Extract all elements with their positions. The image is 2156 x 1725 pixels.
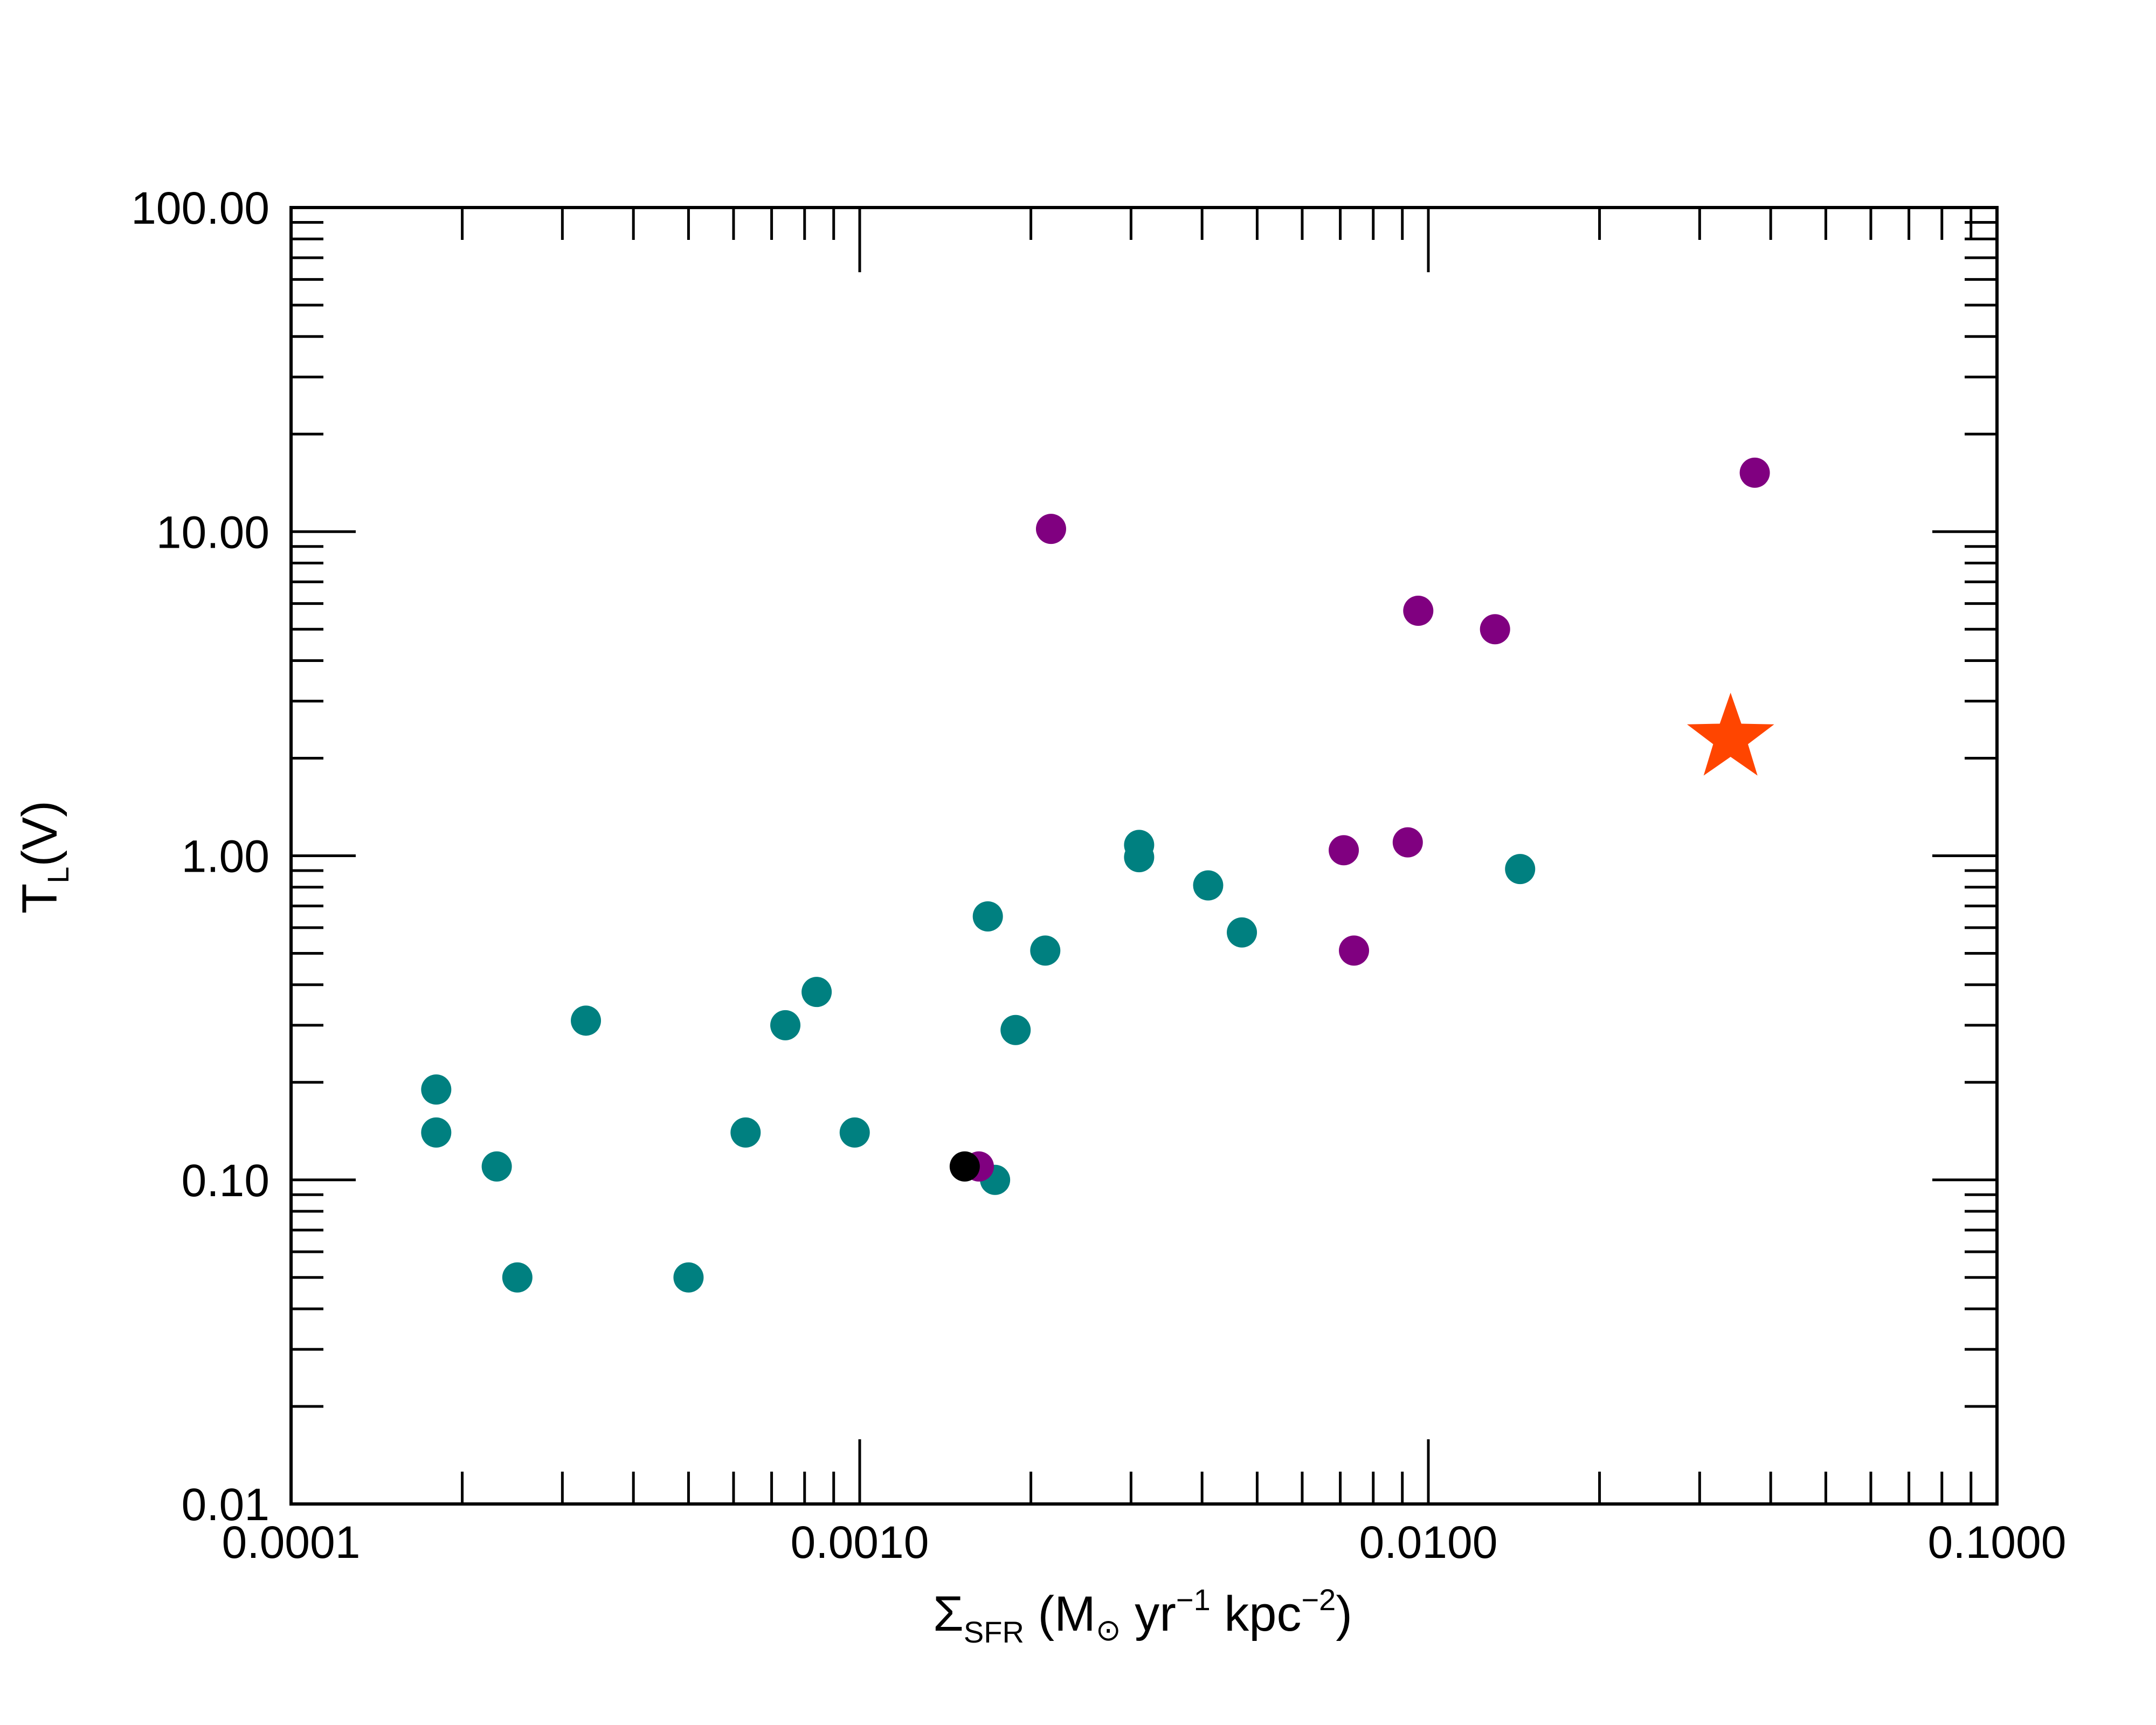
data-point	[801, 977, 832, 1008]
data-point	[972, 901, 1003, 932]
data-point	[1505, 854, 1536, 885]
data-point	[481, 1151, 512, 1182]
x-tick-label: 0.0001	[222, 1517, 361, 1568]
data-point	[1329, 835, 1359, 866]
data-point	[421, 1074, 452, 1105]
data-point	[839, 1117, 870, 1148]
x-tick-label: 0.0100	[1359, 1517, 1498, 1568]
data-point	[1030, 935, 1061, 966]
data-point	[421, 1117, 452, 1148]
y-tick-label: 1.00	[182, 831, 270, 882]
data-point	[571, 1005, 602, 1036]
data-point-star	[1687, 693, 1774, 776]
data-point	[1000, 1015, 1031, 1045]
tick-labels: 0.0001 0.0010 0.0100 0.1000 0.01 0.10 1.00 10.0…	[131, 183, 2066, 1568]
x-tick-label: 0.1000	[1928, 1517, 2067, 1568]
plot-frame	[289, 206, 1999, 1506]
y-axis-label: TL(V)	[12, 801, 75, 914]
data-point	[1480, 614, 1510, 645]
y-tick-label: 10.00	[156, 507, 270, 557]
data-point	[1403, 596, 1434, 626]
data-point	[1227, 917, 1257, 948]
data-point	[1124, 842, 1155, 873]
data-point	[770, 1010, 801, 1040]
y-tick-label: 0.01	[182, 1479, 270, 1530]
data-point	[673, 1262, 704, 1293]
data-point	[1392, 827, 1423, 858]
y-tick-label: 0.10	[182, 1155, 270, 1206]
data-point	[949, 1151, 980, 1182]
data-point	[1739, 457, 1770, 488]
data-point	[730, 1117, 761, 1148]
data-point	[1035, 514, 1066, 544]
data-point	[1339, 935, 1370, 966]
data-points	[421, 457, 1774, 1293]
axis-ticks	[291, 208, 1997, 1504]
x-axis-label: ΣSFR (M⊙ yr−1 kpc−2)	[933, 1583, 1352, 1649]
data-point	[1193, 870, 1224, 901]
y-tick-label: 100.00	[131, 183, 270, 233]
data-point	[502, 1262, 533, 1293]
x-tick-label: 0.0010	[791, 1517, 929, 1568]
